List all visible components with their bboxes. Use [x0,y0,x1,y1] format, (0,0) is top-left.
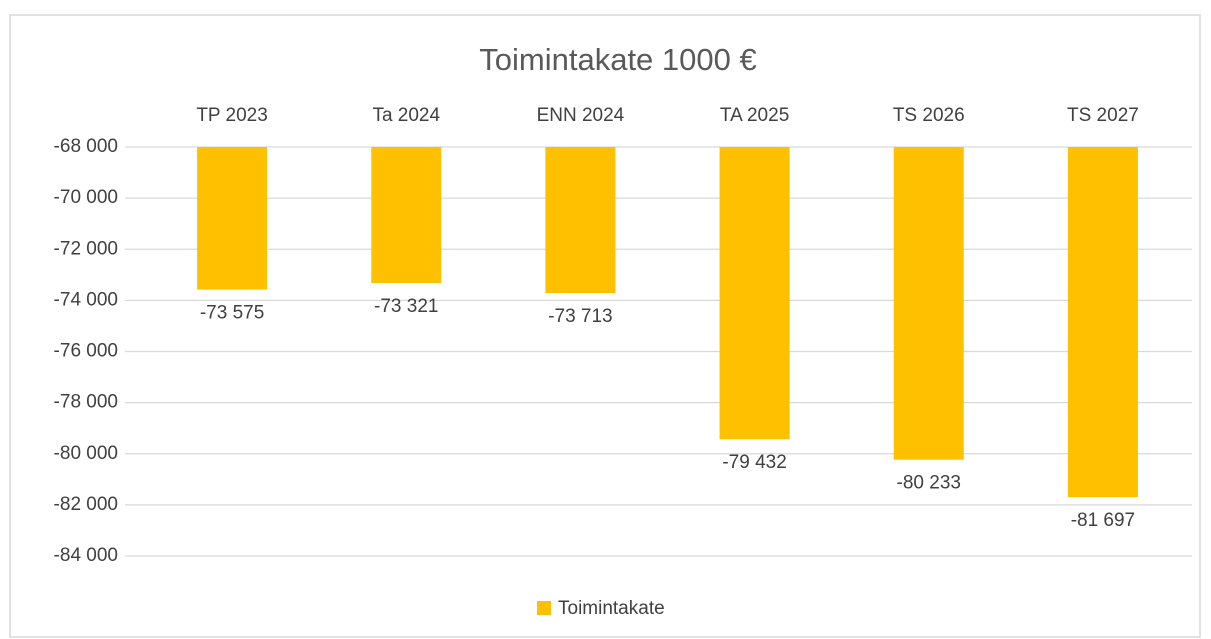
y-tick-label: -74 000 [54,289,118,310]
data-label: -73 575 [200,303,264,324]
data-label: -73 321 [374,296,438,317]
y-tick-label: -80 000 [54,443,118,464]
y-tick-label: -76 000 [54,341,118,362]
bar [719,147,790,440]
chart-title: Toimintakate 1000 € [479,42,756,77]
bar [371,147,442,284]
chart-frame [9,14,1201,638]
bar [893,147,964,460]
x-tick-label: Ta 2024 [372,105,440,126]
bar [1067,147,1138,498]
y-tick-label: -68 000 [54,136,118,157]
data-label: -73 713 [548,306,612,327]
y-tick-label: -78 000 [54,392,118,413]
y-tick-label: -82 000 [54,494,118,515]
x-tick-label: TS 2027 [1067,105,1139,126]
y-tick-label: -84 000 [54,545,118,566]
x-tick-label: ENN 2024 [537,105,625,126]
x-tick-label: TP 2023 [196,105,267,126]
data-label: -81 697 [1071,510,1135,531]
x-tick-label: TA 2025 [720,105,789,126]
y-tick-label: -70 000 [54,187,118,208]
legend-swatch [537,601,551,615]
legend-label: Toimintakate [558,598,665,619]
bar [197,147,268,290]
y-tick-label: -72 000 [54,238,118,259]
x-tick-label: TS 2026 [893,105,965,126]
bar [545,147,616,294]
data-label: -79 432 [722,452,786,473]
data-label: -80 233 [897,473,961,494]
